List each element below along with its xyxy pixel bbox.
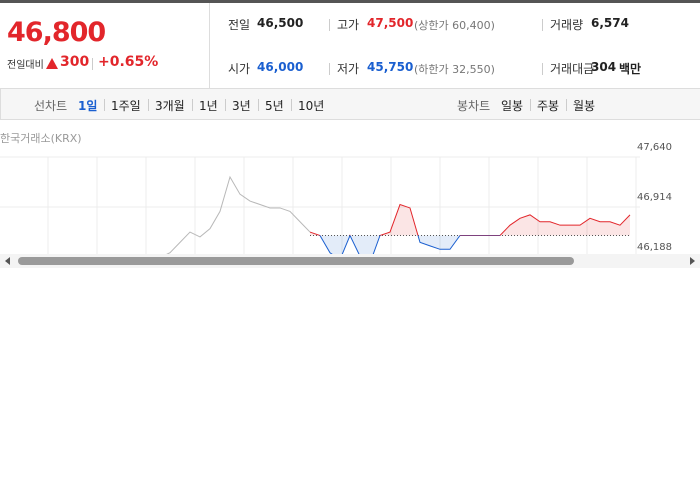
- change: 300: [60, 54, 90, 70]
- stat-label: 시가: [228, 62, 251, 76]
- separator: [225, 99, 226, 111]
- separator: [92, 58, 93, 70]
- tab[interactable]: 월봉: [573, 99, 596, 113]
- stats: 전일 46,500 고가 47,500 (상한가 60,400) 거래량 6,574 시가 46…: [210, 3, 700, 89]
- tab-group-label: 봉차트: [457, 99, 491, 113]
- separator: [329, 63, 330, 75]
- stat-value: 304: [591, 60, 617, 74]
- tab[interactable]: 1주일: [111, 99, 141, 113]
- y-tick-label: 47,640: [637, 142, 672, 153]
- stat-label: 전일: [228, 18, 251, 32]
- separator: [329, 19, 330, 31]
- stat-unit: 백만: [619, 62, 642, 76]
- tab[interactable]: 주봉: [537, 99, 560, 113]
- tab[interactable]: 1일: [78, 99, 98, 113]
- price-line: [148, 175, 311, 256]
- separator: [192, 99, 193, 111]
- tab[interactable]: 5년: [265, 99, 284, 113]
- separator: [291, 99, 292, 111]
- price-line-up: [309, 203, 631, 236]
- stat-value: 45,750: [367, 60, 414, 74]
- change-label: 전일대비: [7, 60, 44, 71]
- up-arrow: [46, 58, 58, 69]
- stat-label: 고가: [337, 18, 360, 32]
- separator: [530, 99, 531, 111]
- stat-label: 거래량: [550, 18, 584, 32]
- separator: [104, 99, 105, 111]
- separator: [542, 19, 543, 31]
- separator: [542, 63, 543, 75]
- price: 46,800: [7, 17, 106, 48]
- change-rate: +0.65%: [98, 54, 159, 70]
- source: 한국거래소(KRX): [0, 132, 82, 145]
- stat-value: 6,574: [591, 16, 629, 30]
- stat-label: 거래대금: [550, 62, 595, 76]
- separator: [148, 99, 149, 111]
- tab-bar: 선차트 1일 1주일 3개월 1년 3년 5년 10년 봉차트 일봉 주봉 월봉: [0, 88, 700, 120]
- tab[interactable]: 3개월: [155, 99, 185, 113]
- area-down: [320, 235, 460, 256]
- tab[interactable]: 3년: [232, 99, 251, 113]
- stat-value: 47,500: [367, 16, 414, 30]
- top-border: [0, 0, 700, 3]
- stat-note: (하한가 32,550): [414, 63, 495, 76]
- scrollbar[interactable]: [0, 254, 700, 268]
- separator: [258, 99, 259, 111]
- stat-label: 저가: [337, 62, 360, 76]
- stat-value: 46,500: [257, 16, 304, 30]
- y-tick-label: 46,914: [637, 192, 672, 203]
- tab[interactable]: 1년: [199, 99, 218, 113]
- y-tick-label: 46,188: [637, 242, 672, 253]
- chart: 46,188 46,914 47,640: [0, 142, 672, 256]
- stat-note: (상한가 60,400): [414, 19, 495, 32]
- stat-value: 46,000: [257, 60, 304, 74]
- separator: [566, 99, 567, 111]
- tab[interactable]: 10년: [298, 99, 325, 113]
- area-up: [310, 204, 630, 236]
- quote-box: 46,800 전일대비 300 +0.65%: [0, 3, 210, 88]
- tab-group-label: 선차트: [34, 99, 68, 113]
- tab[interactable]: 일봉: [501, 99, 524, 113]
